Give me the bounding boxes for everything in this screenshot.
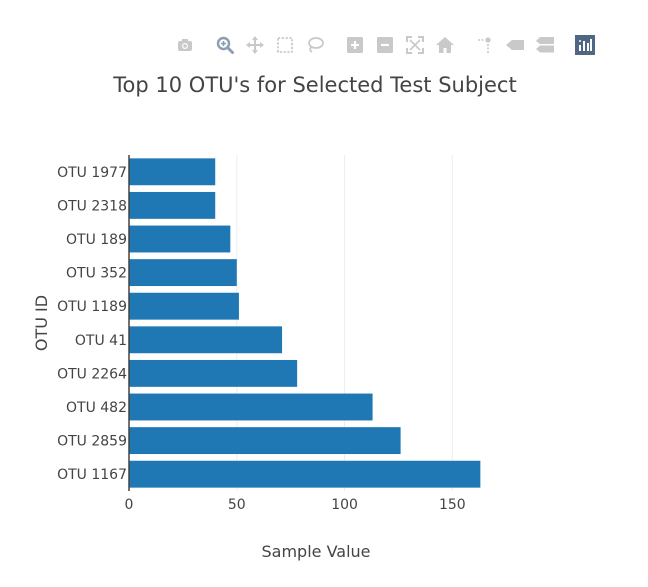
y-tick-label: OTU 1189 — [57, 299, 127, 315]
reset-axes-button[interactable] — [430, 32, 460, 58]
bar[interactable] — [129, 292, 239, 320]
modebar-group — [170, 32, 200, 58]
pan-button[interactable] — [240, 32, 270, 58]
x-tick-label: 100 — [331, 497, 358, 513]
autoscale-button[interactable] — [400, 32, 430, 58]
x-tick-label: 0 — [125, 497, 134, 513]
bar[interactable] — [129, 326, 283, 354]
x-tick-label: 50 — [228, 497, 246, 513]
y-tick-label: OTU 189 — [66, 232, 127, 248]
hover-closest-icon — [506, 40, 524, 50]
bar[interactable] — [129, 259, 237, 287]
modebar-group — [340, 32, 460, 58]
modebar-group — [570, 32, 600, 58]
plotly-logo-icon — [575, 35, 595, 55]
x-tick-label: 150 — [439, 497, 466, 513]
hover-compare-icon — [536, 37, 554, 53]
box-select-icon — [277, 37, 293, 53]
lasso-select-button[interactable] — [300, 32, 330, 58]
hover-compare-button[interactable] — [530, 32, 560, 58]
y-tick-label: OTU 2859 — [57, 434, 127, 450]
hover-closest-button[interactable] — [500, 32, 530, 58]
x-axis-title: Sample Value — [261, 542, 370, 561]
plotly-logo-button[interactable] — [570, 32, 600, 58]
camera-icon — [178, 39, 192, 51]
modebar-group — [210, 32, 330, 58]
autoscale-icon — [406, 36, 424, 54]
box-select-button[interactable] — [270, 32, 300, 58]
modebar-group — [470, 32, 560, 58]
y-tick-label: OTU 41 — [75, 333, 127, 349]
y-tick-label: OTU 2318 — [57, 198, 127, 214]
chart-title: Top 10 OTU's for Selected Test Subject — [112, 73, 516, 97]
spike-lines-icon — [478, 37, 491, 53]
zoom-in-icon — [347, 37, 363, 53]
y-axis-title: OTU ID — [32, 295, 51, 351]
bar[interactable] — [129, 225, 231, 253]
bar[interactable] — [129, 359, 298, 387]
bar[interactable] — [129, 158, 216, 186]
spike-lines-button[interactable] — [470, 32, 500, 58]
y-tick-label: OTU 1977 — [57, 165, 127, 181]
zoom-out-icon — [377, 37, 393, 53]
y-tick-label: OTU 1167 — [57, 467, 127, 483]
bar[interactable] — [129, 427, 401, 455]
pan-icon — [246, 36, 264, 54]
zoom-button[interactable] — [210, 32, 240, 58]
y-tick-label: OTU 352 — [66, 266, 127, 282]
reset-axes-icon — [436, 37, 454, 53]
camera-button[interactable] — [170, 32, 200, 58]
y-tick-label: OTU 2264 — [57, 366, 127, 382]
zoom-icon — [216, 36, 234, 54]
bar[interactable] — [129, 191, 216, 219]
zoom-out-button[interactable] — [370, 32, 400, 58]
bar[interactable] — [129, 393, 373, 421]
y-tick-label: OTU 482 — [66, 400, 127, 416]
bar[interactable] — [129, 460, 481, 488]
modebar-toolbar — [170, 32, 610, 58]
lasso-select-icon — [308, 37, 324, 53]
zoom-in-button[interactable] — [340, 32, 370, 58]
